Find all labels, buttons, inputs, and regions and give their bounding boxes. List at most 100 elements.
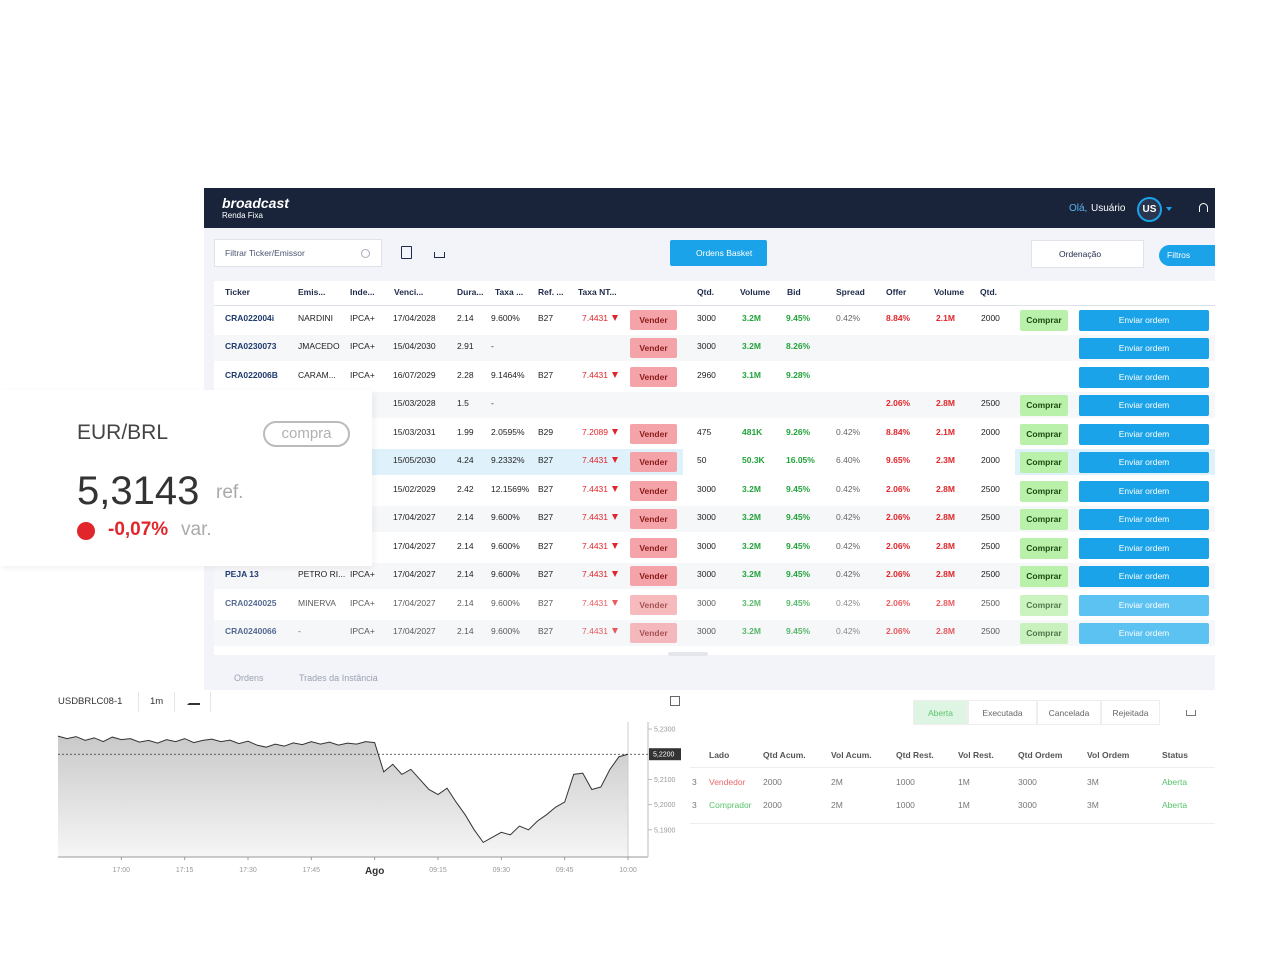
sort-select[interactable]: Ordenação <box>1031 240 1144 268</box>
change: -0,07% <box>108 519 169 540</box>
symbol[interactable]: USDBRLC08-1 <box>58 696 123 707</box>
area <box>58 736 628 857</box>
search-box[interactable] <box>214 239 382 267</box>
send-order-button[interactable]: Enviar ordem <box>1079 366 1209 388</box>
cell-volume-offer: 2.8M <box>936 512 955 523</box>
cell-rate-nt: 7.4431 <box>582 484 618 494</box>
status-tab[interactable]: Rejeitada <box>1101 700 1160 725</box>
send-order-button[interactable]: Enviar ordem <box>1079 395 1209 417</box>
cell-volume: 3.1M <box>742 369 761 380</box>
orders-cell: 2000 <box>763 800 782 810</box>
avatar[interactable]: US <box>1137 197 1162 222</box>
status-tab[interactable]: Cancelada <box>1037 700 1101 725</box>
send-order-button[interactable]: Enviar ordem <box>1079 452 1209 474</box>
caret[interactable] <box>1166 207 1172 211</box>
cell-spread: 0.42% <box>836 512 861 523</box>
product: Renda Fixa <box>222 211 263 220</box>
scroll-handle[interactable] <box>668 652 708 656</box>
send-order-button[interactable]: Enviar ordem <box>1079 338 1209 360</box>
send-order-button[interactable]: Enviar ordem <box>1079 423 1209 445</box>
buy-button[interactable]: Comprar <box>1020 566 1068 588</box>
send-order-button[interactable]: Enviar ordem <box>1079 537 1209 559</box>
sell-button[interactable]: Vender <box>630 310 677 330</box>
filters-button[interactable]: Filtros <box>1159 245 1215 266</box>
buy-button[interactable]: Comprar <box>1020 480 1068 502</box>
orders-header: Qtd Acum. <box>763 750 806 760</box>
cell-qty-offer: 2500 <box>981 483 1000 494</box>
cell-qty-offer: 2500 <box>981 625 1000 636</box>
orders-cell: 2M <box>831 800 843 810</box>
user-name[interactable]: Usuário <box>1091 203 1126 214</box>
status-tab[interactable]: Executada <box>968 700 1037 725</box>
cell-duration: 2.14 <box>457 569 474 580</box>
trades-tab[interactable]: Trades da Instância <box>299 673 378 683</box>
toolbar-divider <box>210 692 211 712</box>
column-header: Bid <box>787 287 801 297</box>
send-order-button[interactable]: Enviar ordem <box>1079 566 1209 588</box>
cell-ticker: CRA0240025 <box>225 597 277 608</box>
buy-button[interactable]: Comprar <box>1020 452 1068 474</box>
cell-volume: 3.2M <box>742 512 761 523</box>
cell-issuer: MINERVA <box>298 597 336 608</box>
buy-button[interactable]: Comprar <box>1020 423 1068 445</box>
interval[interactable]: 1m <box>150 696 164 707</box>
buy-button[interactable]: Comprar <box>1020 395 1068 417</box>
y-tick-label: 5,2100 <box>654 777 676 784</box>
sell-button[interactable]: Vender <box>630 480 677 501</box>
cell-spread: 0.42% <box>836 569 861 580</box>
send-order-button[interactable]: Enviar ordem <box>1079 509 1209 531</box>
sell-button[interactable]: Vender <box>630 338 677 359</box>
orders-cell: 3000 <box>1018 800 1037 810</box>
cell-duration: 2.42 <box>457 483 474 494</box>
buy-button[interactable]: Comprar <box>1020 310 1068 331</box>
cell-ref: B27 <box>538 540 554 551</box>
sell-button[interactable]: Vender <box>630 537 677 558</box>
send-order-button[interactable]: Enviar ordem <box>1079 310 1209 331</box>
orders-header: Vol Rest. <box>958 750 994 760</box>
orders-tab[interactable]: Ordens <box>234 673 264 683</box>
download-icon[interactable] <box>434 252 445 258</box>
cell-ref: B27 <box>538 369 554 380</box>
buy-button[interactable]: Comprar <box>1020 509 1068 531</box>
sell-button[interactable]: Vender <box>630 452 677 473</box>
cell-issuer: PETRO RI... <box>298 569 346 580</box>
cell-qty-offer: 2500 <box>981 540 1000 551</box>
cell-qty: 3000 <box>697 625 716 636</box>
sell-button[interactable]: Vender <box>630 594 677 615</box>
cell-ticker: CRA022004i <box>225 313 275 323</box>
buy-button[interactable]: Comprar <box>1020 537 1068 559</box>
search-icon <box>361 249 370 258</box>
status-tab[interactable]: Aberta <box>913 700 968 725</box>
expand-icon[interactable] <box>670 696 680 706</box>
cell-volume-offer: 2.3M <box>936 455 955 466</box>
send-order-button[interactable]: Enviar ordem <box>1079 480 1209 502</box>
chart-style-icon[interactable] <box>187 698 200 705</box>
cell-maturity: 17/04/2027 <box>393 597 436 608</box>
calculator-icon[interactable] <box>401 246 412 259</box>
send-order-button[interactable]: Enviar ordem <box>1079 622 1209 644</box>
buy-button[interactable]: Comprar <box>1020 594 1068 616</box>
basket-button[interactable]: Ordens Basket <box>670 240 767 266</box>
sell-button[interactable]: Vender <box>630 423 677 444</box>
x-tick-label: 17:30 <box>239 867 257 874</box>
column-header: Spread <box>836 287 865 297</box>
cell-bid: 8.26% <box>786 341 811 352</box>
sell-button[interactable]: Vender <box>630 366 677 387</box>
column-header: Volume <box>934 287 965 297</box>
orders-cell: Aberta <box>1162 777 1188 787</box>
buy-button[interactable]: Comprar <box>1020 622 1068 644</box>
cell-offer: 8.84% <box>886 313 911 323</box>
sell-button[interactable]: Vender <box>630 509 677 530</box>
x-tick-label: 17:15 <box>176 867 194 874</box>
sell-button[interactable]: Vender <box>630 566 677 587</box>
cell-volume: 3.2M <box>742 483 761 494</box>
cell-qty-offer: 2500 <box>981 398 1000 409</box>
cell-rate: - <box>491 341 494 352</box>
sell-button[interactable]: Vender <box>630 622 677 643</box>
price-unit: ref. <box>216 482 244 503</box>
price-line <box>57 735 629 844</box>
download-icon[interactable] <box>1186 710 1196 716</box>
send-order-button[interactable]: Enviar ordem <box>1079 594 1209 616</box>
cell-volume: 3.2M <box>742 540 761 551</box>
bell-icon[interactable] <box>1199 203 1208 212</box>
